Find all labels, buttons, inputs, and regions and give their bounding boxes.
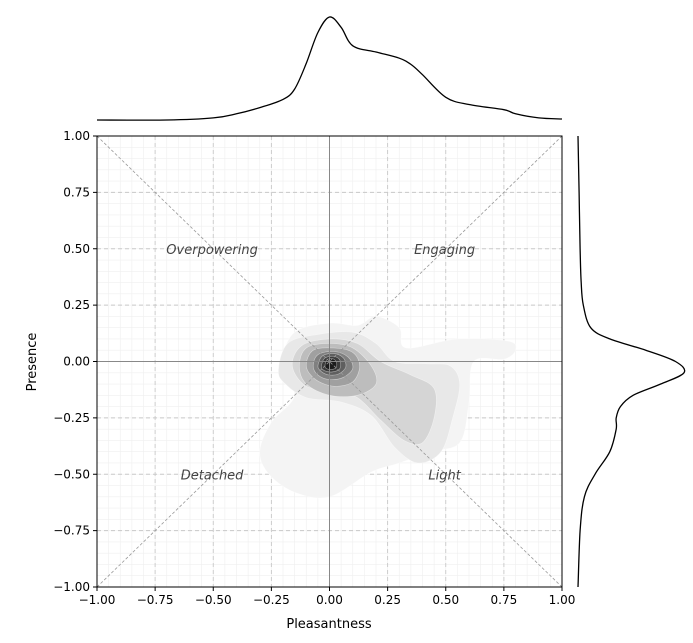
- x-axis-label: Pleasantness: [286, 617, 372, 632]
- kde-contours: [259, 316, 517, 499]
- y-axis-ticks: −1.00 −0.75 −0.50 −0.25 0.00 0.25 0.50 0.75 1.00: [53, 129, 97, 594]
- y-tick-label: −0.50: [53, 467, 90, 481]
- y-tick-label: 1.00: [63, 129, 90, 143]
- quadrant-label: Overpowering: [166, 243, 258, 258]
- marginal-x-density-curve: [96, 16, 563, 121]
- x-tick-label: −0.50: [195, 593, 232, 607]
- x-tick-label: 1.00: [549, 593, 576, 607]
- x-tick-label: −1.00: [79, 593, 116, 607]
- quadrant-label: Light: [428, 468, 461, 483]
- y-tick-label: 0.75: [63, 185, 90, 199]
- reference-lines: [96, 135, 563, 588]
- y-tick-label: 0.00: [63, 355, 90, 369]
- marginal-y-density-curve: [577, 135, 686, 588]
- y-axis-label: Presence: [25, 333, 40, 392]
- x-tick-label: 0.75: [491, 593, 518, 607]
- anti-diagonal-line: [96, 135, 563, 588]
- main-plot-area: −1.00 −0.75 −0.50 −0.25 0.00 0.25 0.50 0.75 1.00…: [53, 129, 575, 607]
- x-tick-label: 0.00: [316, 593, 343, 607]
- x-tick-label: 0.50: [432, 593, 459, 607]
- y-tick-label: 0.50: [63, 242, 90, 256]
- y-tick-label: −0.25: [53, 411, 90, 425]
- y-tick-label: −1.00: [53, 580, 90, 594]
- quadrant-label: Engaging: [414, 243, 475, 258]
- y-tick-label: 0.25: [63, 298, 90, 312]
- x-tick-label: −0.75: [137, 593, 174, 607]
- quadrant-label: Detached: [181, 468, 244, 483]
- quadrant-labels: Engaging Overpowering Detached Light: [166, 243, 475, 484]
- x-axis-ticks: −1.00 −0.75 −0.50 −0.25 0.00 0.25 0.50 0.75 1.00: [79, 587, 576, 607]
- x-tick-label: 0.25: [374, 593, 401, 607]
- y-tick-label: −0.75: [53, 524, 90, 538]
- diagonal-line: [96, 135, 563, 588]
- x-tick-label: −0.25: [253, 593, 290, 607]
